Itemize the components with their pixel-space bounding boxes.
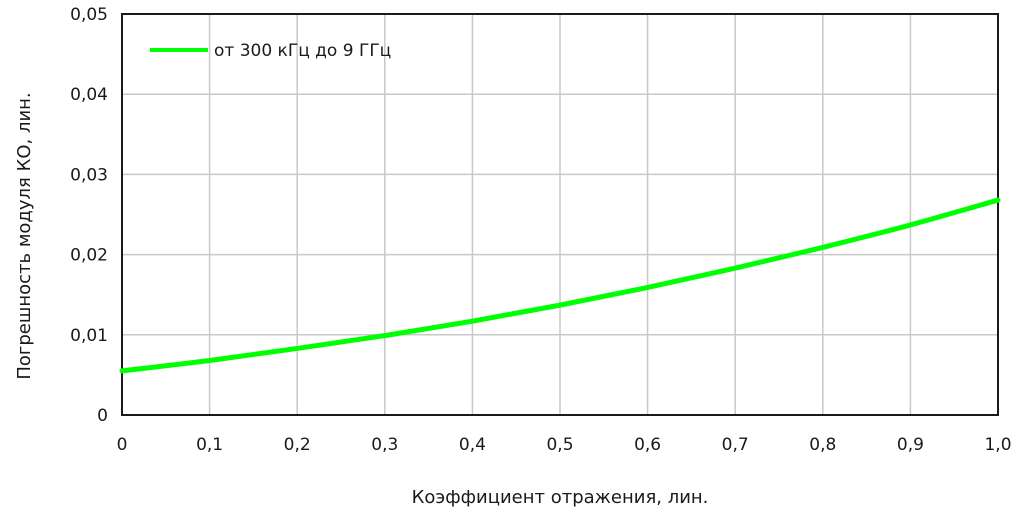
y-tick-label: 0,04 [70, 85, 108, 105]
x-tick-label: 0,8 [809, 435, 836, 455]
x-tick-label: 0,2 [284, 435, 311, 455]
x-tick-label: 0,3 [371, 435, 398, 455]
x-axis-ticks: 0 0,1 0,2 0,3 0,4 0,5 0,6 0,7 0,8 0,9 1,0 [117, 435, 1012, 455]
y-tick-label: 0,05 [70, 5, 108, 25]
legend-label: от 300 кГц до 9 ГГц [214, 41, 391, 61]
plot-area-frame [121, 13, 999, 416]
y-axis-title: Погрешность модуля КО, лин. [14, 92, 35, 379]
x-tick-label: 0,4 [459, 435, 486, 455]
y-tick-label: 0,02 [70, 246, 108, 266]
x-tick-label: 0,6 [634, 435, 661, 455]
series-line-0 [119, 197, 1001, 374]
series-layer [119, 197, 1001, 374]
y-tick-label: 0 [97, 406, 108, 426]
y-tick-label: 0,03 [70, 165, 108, 185]
legend: от 300 кГц до 9 ГГц [150, 41, 391, 61]
x-axis-title: Коэффициент отражения, лин. [412, 487, 709, 508]
x-tick-label: 0,5 [546, 435, 573, 455]
x-tick-label: 1,0 [984, 435, 1011, 455]
x-tick-label: 0 [117, 435, 128, 455]
y-axis-ticks: 0 0,01 0,02 0,03 0,04 0,05 [70, 5, 108, 426]
y-tick-label: 0,01 [70, 326, 108, 346]
x-tick-label: 0,7 [722, 435, 749, 455]
x-tick-label: 0,9 [897, 435, 924, 455]
x-tick-label: 0,1 [196, 435, 223, 455]
